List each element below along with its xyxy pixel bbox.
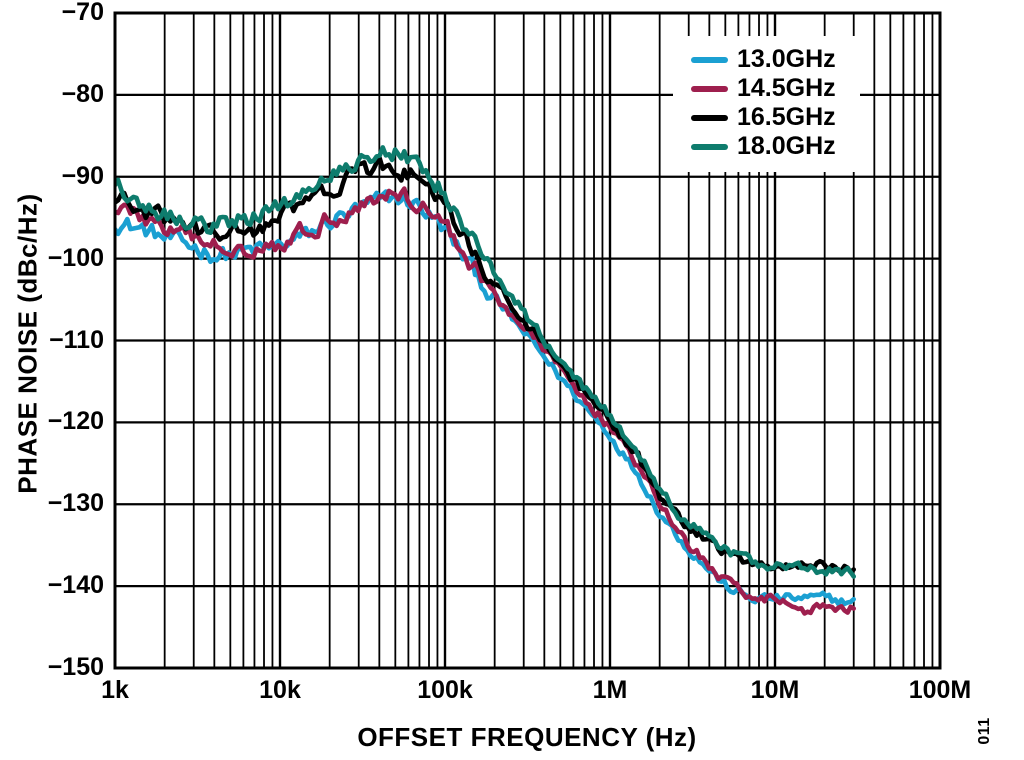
y-tick--90: −90 (61, 161, 104, 190)
legend-label: 14.5GHz (737, 74, 836, 102)
legend: 13.0GHz 14.5GHz 16.5GHz 18.0GHz (673, 36, 860, 172)
y-tick--110: −110 (49, 325, 104, 354)
x-tick-1M: 1M (592, 676, 628, 704)
y-tick--150: −150 (47, 653, 104, 681)
x-axis-title: OFFSET FREQUENCY (Hz) (357, 722, 697, 752)
series-line-14.5GHz (115, 186, 856, 616)
plot-border (113, 11, 942, 670)
legend-line-swatch (691, 85, 728, 92)
x-tick-100k: 100k (417, 676, 473, 704)
figure-number: 011 (976, 717, 993, 745)
y-tick--100: −100 (47, 243, 104, 272)
x-tick-10k: 10k (259, 676, 301, 704)
y-axis-title: PHASE NOISE (dBc/Hz) (12, 193, 43, 494)
legend-label: 16.5GHz (737, 103, 836, 131)
y-tick--130: −130 (47, 489, 104, 518)
y-tick--140: −140 (47, 571, 104, 600)
legend-line-swatch (691, 143, 728, 150)
legend-line-swatch (691, 56, 728, 63)
legend-item-16.5GHz: 16.5GHz (691, 103, 860, 132)
legend-label: 13.0GHz (737, 45, 836, 73)
y-tick--120: −120 (47, 407, 104, 436)
legend-line-swatch (691, 114, 728, 121)
legend-item-14.5GHz: 14.5GHz (691, 74, 860, 103)
legend-label: 18.0GHz (737, 132, 836, 160)
x-tick-1k: 1k (101, 676, 129, 704)
x-tick-100M: 100M (908, 676, 972, 704)
legend-item-13.0GHz: 13.0GHz (691, 45, 860, 74)
y-tick--70: −70 (61, 0, 104, 26)
series-line-18.0GHz (115, 145, 856, 579)
x-tick-10M: 10M (750, 676, 800, 704)
y-tick--80: −80 (61, 79, 104, 108)
legend-item-18.0GHz: 18.0GHz (691, 132, 860, 161)
